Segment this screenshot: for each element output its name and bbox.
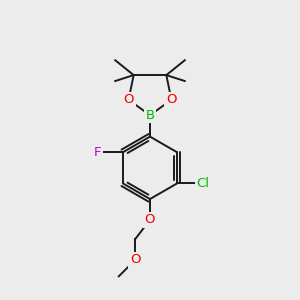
Text: O: O [130, 254, 140, 266]
Text: O: O [166, 93, 177, 106]
Text: O: O [145, 213, 155, 226]
Text: B: B [146, 109, 154, 122]
Text: O: O [123, 93, 134, 106]
Text: F: F [94, 146, 101, 159]
Text: Cl: Cl [197, 177, 210, 190]
